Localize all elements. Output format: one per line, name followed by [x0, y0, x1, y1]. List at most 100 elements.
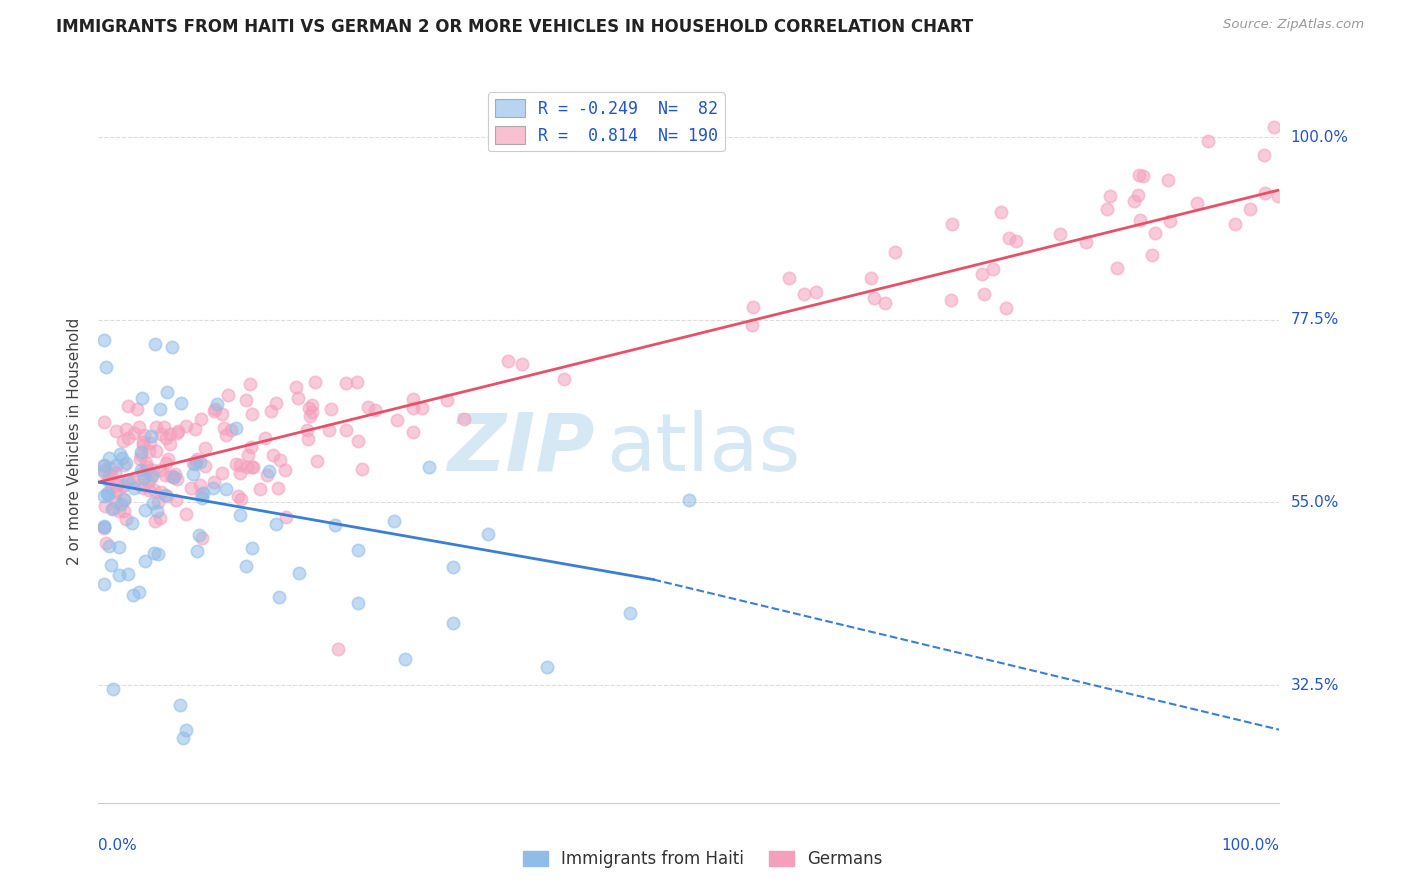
Point	[1004, 234, 1026, 248]
Point	[191, 486, 214, 500]
Point	[1157, 173, 1180, 187]
Point	[100, 460, 122, 475]
Point	[142, 496, 165, 510]
Point	[939, 293, 962, 308]
Point	[169, 698, 191, 713]
Point	[441, 615, 464, 630]
Point	[150, 484, 173, 499]
Point	[240, 407, 263, 421]
Point	[98, 469, 121, 483]
Point	[93, 415, 115, 429]
Point	[387, 413, 409, 427]
Point	[264, 516, 287, 531]
Point	[217, 387, 239, 401]
Point	[242, 460, 264, 475]
Point	[806, 285, 828, 300]
Point	[202, 404, 225, 418]
Point	[103, 467, 125, 481]
Point	[134, 554, 156, 568]
Point	[183, 422, 205, 436]
Point	[94, 499, 117, 513]
Point	[121, 474, 143, 488]
Point	[93, 577, 115, 591]
Point	[298, 409, 321, 423]
Point	[742, 301, 765, 315]
Point	[190, 487, 212, 501]
Point	[295, 423, 318, 437]
Point	[93, 463, 115, 477]
Point	[883, 245, 905, 260]
Point	[132, 427, 155, 442]
Point	[100, 558, 122, 572]
Text: 100.0%: 100.0%	[1222, 838, 1279, 853]
Point	[298, 401, 321, 416]
Point	[98, 540, 121, 554]
Point	[174, 723, 197, 737]
Point	[143, 514, 166, 528]
Point	[111, 478, 134, 492]
Point	[170, 396, 193, 410]
Point	[202, 481, 225, 495]
Point	[145, 443, 167, 458]
Point	[93, 519, 115, 533]
Point	[108, 447, 131, 461]
Point	[145, 504, 167, 518]
Point	[184, 454, 207, 468]
Point	[143, 337, 166, 351]
Point	[231, 491, 253, 506]
Point	[1105, 260, 1128, 275]
Point	[129, 477, 152, 491]
Point	[1253, 147, 1275, 161]
Point	[112, 504, 135, 518]
Text: IMMIGRANTS FROM HAITI VS GERMAN 2 OR MORE VEHICLES IN HOUSEHOLD CORRELATION CHAR: IMMIGRANTS FROM HAITI VS GERMAN 2 OR MOR…	[56, 18, 973, 36]
Point	[297, 432, 319, 446]
Point	[149, 510, 172, 524]
Point	[186, 452, 208, 467]
Point	[212, 420, 235, 434]
Point	[240, 541, 263, 555]
Point	[143, 546, 166, 560]
Point	[276, 510, 298, 524]
Point	[288, 566, 311, 580]
Point	[995, 301, 1018, 315]
Point	[346, 375, 368, 389]
Point	[155, 456, 177, 470]
Point	[153, 420, 176, 434]
Point	[105, 485, 128, 500]
Point	[741, 318, 763, 333]
Point	[112, 458, 135, 472]
Point	[132, 471, 155, 485]
Point	[211, 467, 233, 481]
Point	[1099, 189, 1122, 203]
Text: ZIP: ZIP	[447, 409, 595, 488]
Point	[174, 507, 197, 521]
Point	[229, 467, 252, 481]
Point	[778, 271, 800, 285]
Point	[131, 481, 153, 495]
Point	[136, 474, 159, 488]
Text: 55.0%: 55.0%	[1291, 495, 1339, 510]
Point	[305, 454, 328, 468]
Point	[941, 217, 963, 231]
Point	[108, 540, 131, 554]
Point	[105, 476, 128, 491]
Point	[1049, 227, 1071, 241]
Point	[141, 468, 163, 483]
Point	[115, 512, 138, 526]
Text: 0.0%: 0.0%	[98, 838, 138, 853]
Point	[1197, 134, 1219, 148]
Point	[159, 427, 181, 442]
Point	[115, 456, 138, 470]
Point	[111, 450, 134, 465]
Point	[402, 392, 425, 407]
Point	[512, 357, 534, 371]
Point	[101, 470, 124, 484]
Point	[97, 473, 120, 487]
Point	[153, 488, 176, 502]
Point	[135, 460, 157, 475]
Point	[93, 489, 115, 503]
Point	[115, 422, 138, 436]
Point	[118, 473, 141, 487]
Point	[269, 590, 291, 604]
Point	[190, 411, 212, 425]
